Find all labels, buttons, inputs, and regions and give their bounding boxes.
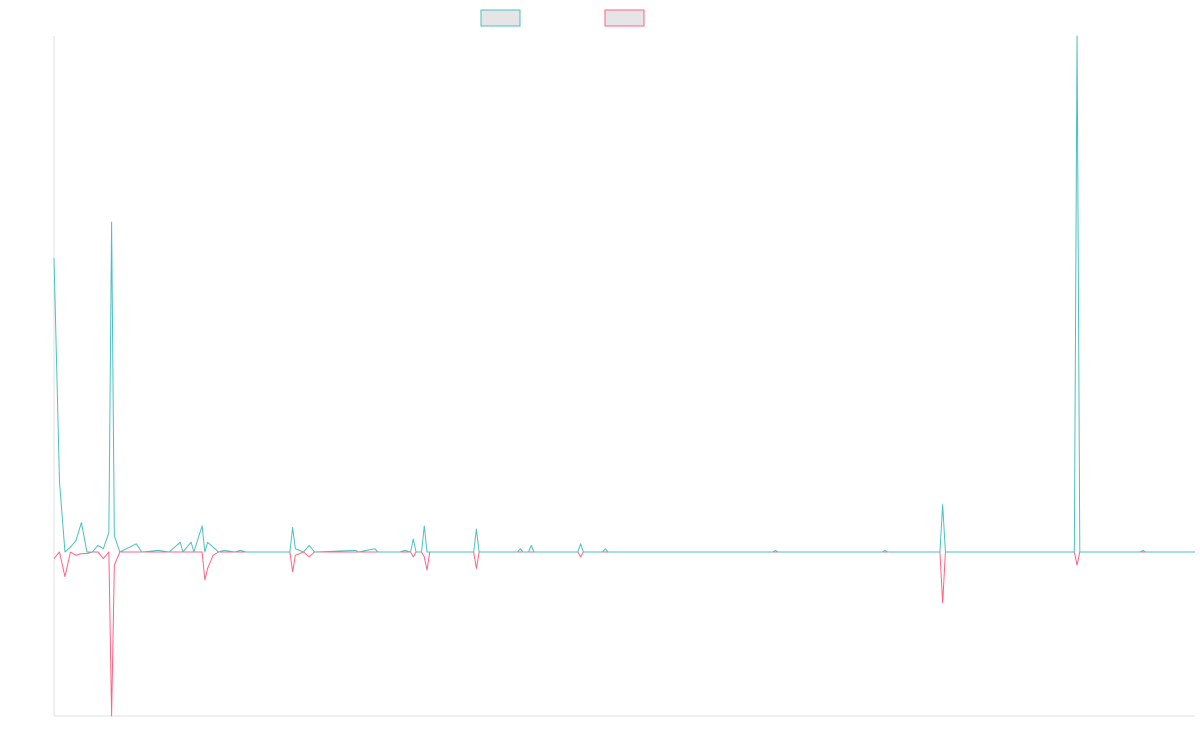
legend[interactable] (480, 9, 645, 27)
legend-swatch-series-b[interactable] (604, 9, 645, 27)
series-layer (53, 35, 1195, 717)
series-line-a (53, 35, 1195, 553)
legend-swatch-series-a[interactable] (480, 9, 521, 27)
axes (53, 36, 1195, 717)
series-line-b (53, 551, 1195, 717)
